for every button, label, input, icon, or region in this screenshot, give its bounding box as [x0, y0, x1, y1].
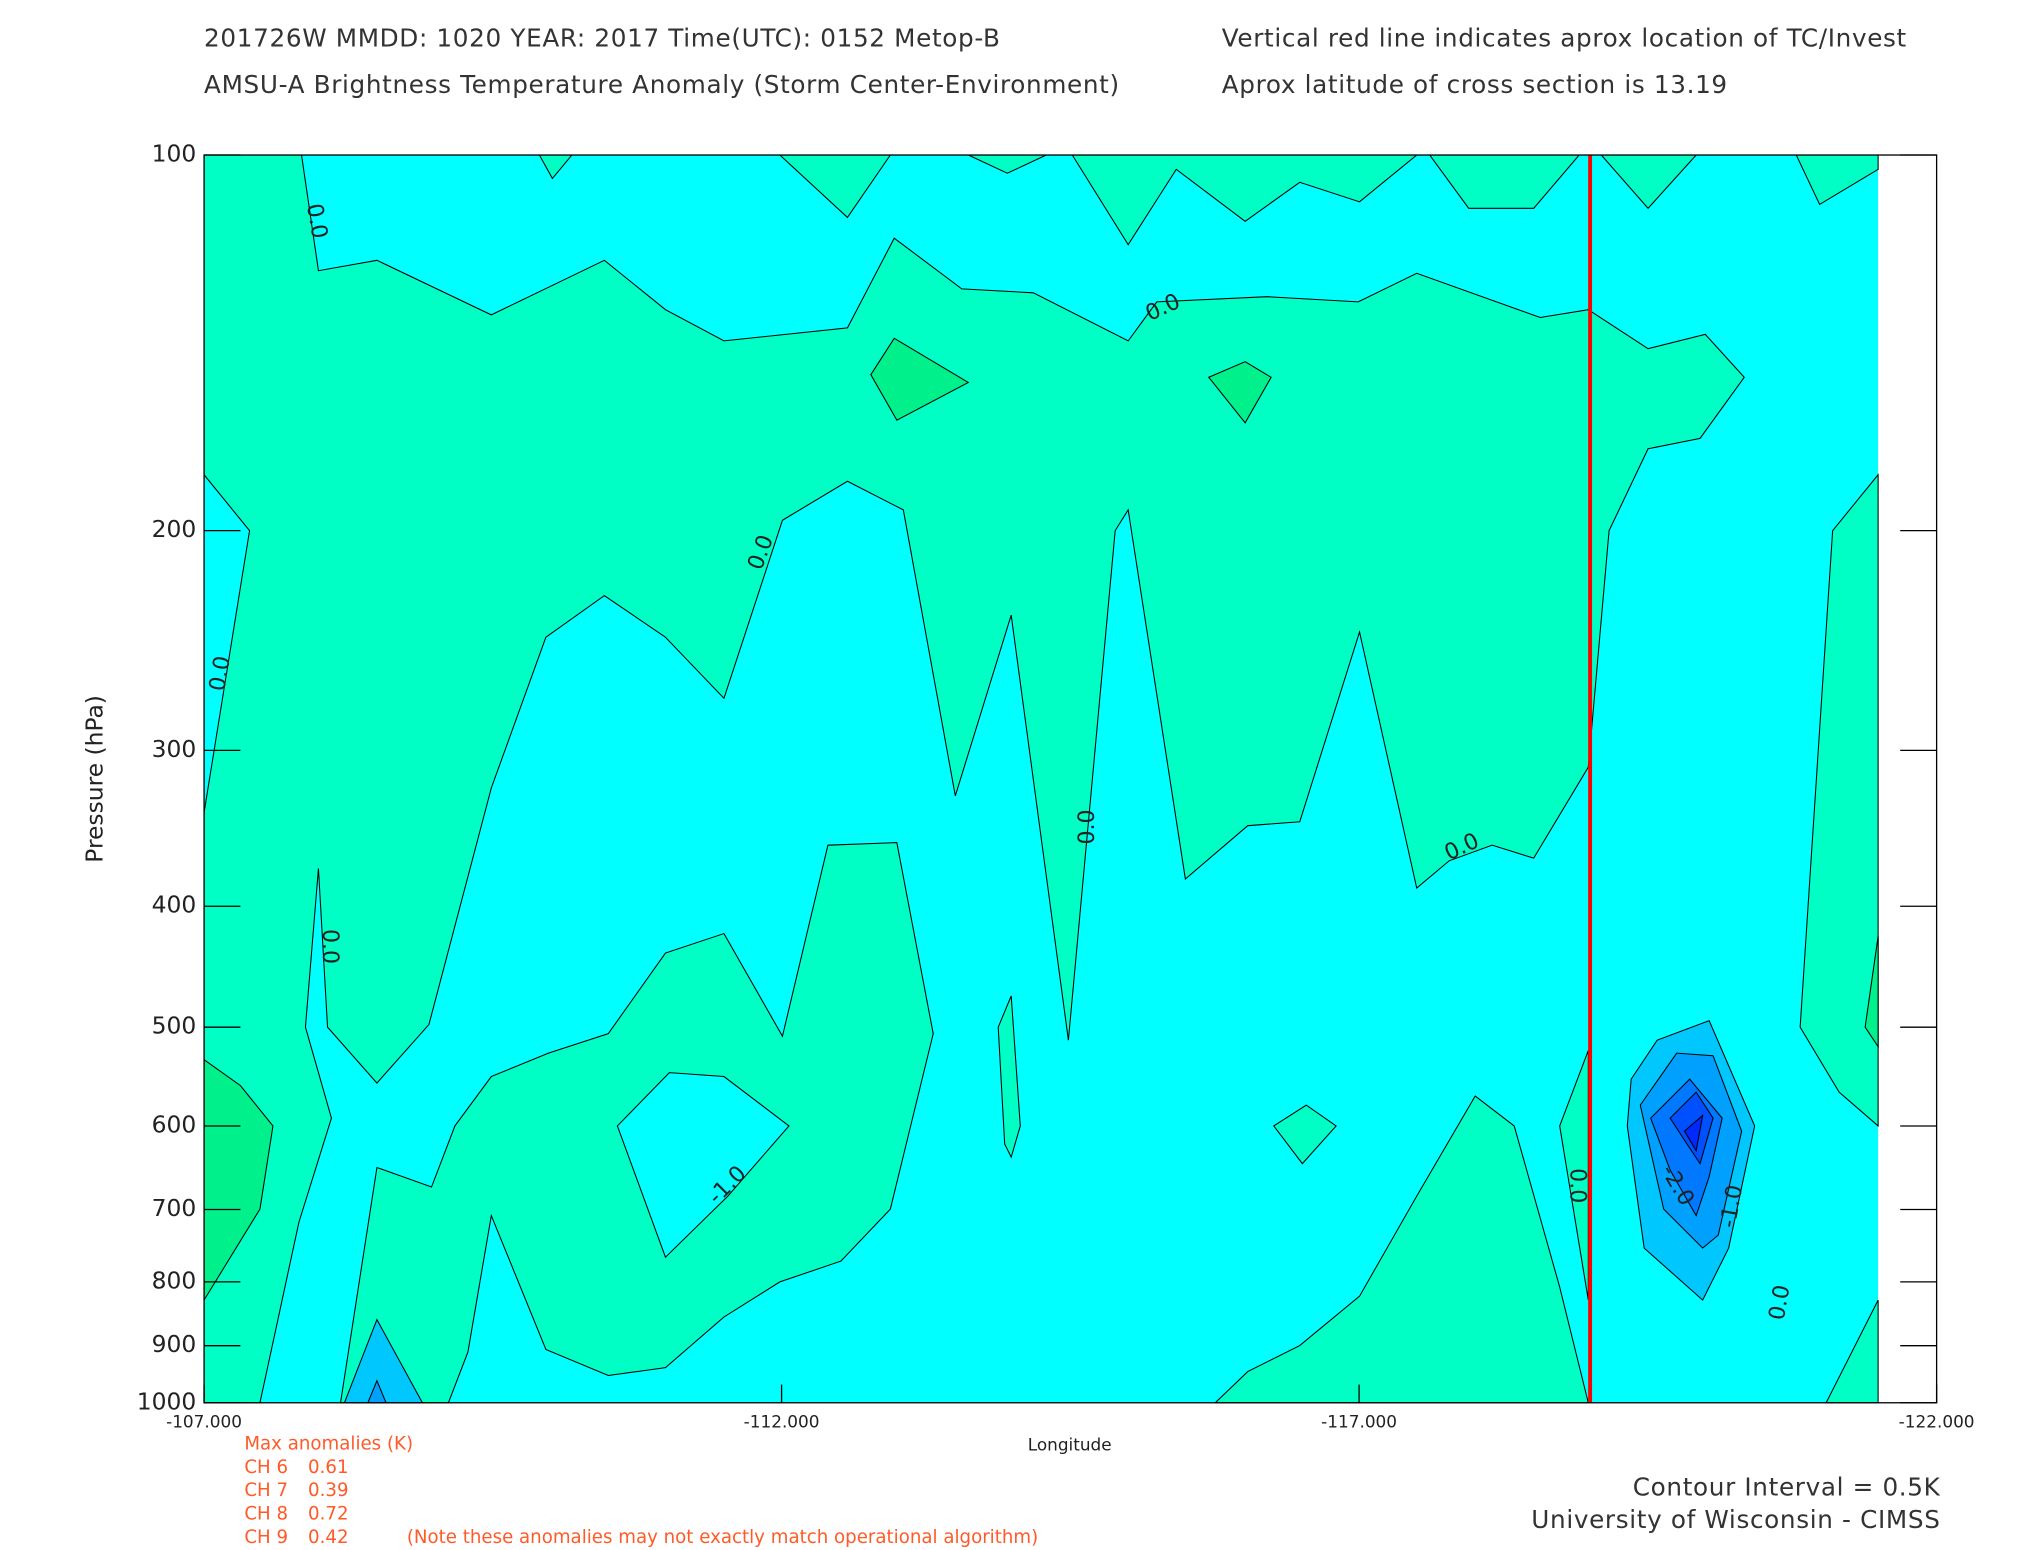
contour-region: [1272, 1104, 1337, 1165]
y-tick-label: 800: [152, 1266, 197, 1294]
anomaly-value: 0.72: [308, 1504, 349, 1525]
credit: University of Wisconsin - CIMSS: [1531, 1505, 1940, 1534]
x-tick-label: -112.000: [744, 1411, 820, 1431]
contour-label: 0.0: [1764, 1283, 1796, 1322]
contour-label: 0.0: [317, 929, 343, 964]
y-tick-label: 700: [152, 1194, 197, 1222]
note: Vertical red line indicates aprox locati…: [1222, 23, 1907, 52]
y-tick-label: 900: [152, 1330, 197, 1358]
note: Aprox latitude of cross section is 13.19: [1222, 70, 1728, 99]
anomaly-value: 0.42: [308, 1527, 349, 1548]
y-tick-label: 400: [152, 891, 197, 919]
anomaly-channel: CH 9: [244, 1527, 288, 1548]
title: AMSU-A Brightness Temperature Anomaly (S…: [204, 70, 1120, 99]
contour-region: [203, 154, 1745, 1404]
contour-region: [1864, 936, 1879, 1049]
contour-interval: Contour Interval = 0.5K: [1633, 1473, 1941, 1502]
anomaly-channel: CH 7: [244, 1480, 288, 1501]
contour-region: [1071, 154, 1419, 246]
anomaly-channel: CH 8: [244, 1504, 288, 1525]
anomaly-channel: CH 6: [244, 1457, 288, 1478]
contour-label: 0.0: [301, 202, 333, 241]
y-tick-label: 300: [152, 735, 197, 763]
anomaly-value: 0.39: [308, 1480, 349, 1501]
contour-label: 0.0: [1074, 809, 1100, 844]
contour-region: [616, 1072, 790, 1259]
title: 201726W MMDD: 1020 YEAR: 2017 Time(UTC):…: [204, 23, 1001, 52]
contour-region: [1683, 1114, 1704, 1153]
y-tick-label: 600: [152, 1110, 197, 1138]
contour-region: [870, 337, 970, 421]
anomaly-value: 0.61: [308, 1457, 349, 1478]
contour-region: [1213, 1095, 1589, 1404]
plot-frame: [203, 154, 1938, 1404]
x-axis-label: Longitude: [1028, 1435, 1112, 1455]
anomaly-note: (Note these anomalies may not exactly ma…: [407, 1527, 1038, 1548]
x-tick-label: -122.000: [1899, 1411, 1975, 1431]
contour-label: 0.0: [204, 654, 236, 693]
y-axis-label: Pressure (hPa): [81, 695, 109, 863]
x-tick-label: -107.000: [166, 1411, 242, 1431]
anomaly-title: Max anomalies (K): [244, 1433, 413, 1454]
y-tick-label: 500: [152, 1012, 197, 1040]
x-tick-label: -117.000: [1321, 1411, 1397, 1431]
y-tick-label: 1000: [137, 1387, 197, 1415]
y-tick-label: 100: [152, 140, 197, 168]
contour-region: [997, 995, 1021, 1159]
contour-region: [1207, 361, 1272, 424]
contour-label: 0.0: [1565, 1168, 1591, 1203]
y-tick-label: 200: [152, 515, 197, 543]
